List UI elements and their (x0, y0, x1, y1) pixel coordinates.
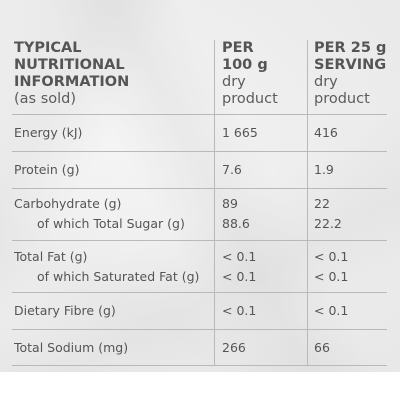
row-divider (12, 329, 387, 330)
row-divider (12, 292, 387, 293)
row-divider (12, 240, 387, 241)
row-divider (12, 151, 387, 152)
marble-background (0, 0, 400, 372)
row-label-saturated-fat: of which Saturated Fat (g) (37, 269, 200, 284)
header-line: NUTRITIONAL (14, 57, 125, 73)
value-protein-serving: 1.9 (314, 162, 334, 177)
value-dietary-fibre-serving: < 0.1 (314, 303, 349, 318)
header-line: product (222, 91, 278, 107)
header-line: dry (222, 74, 246, 90)
header-line: PER 25 g (314, 40, 387, 56)
value-saturated-fat-serving: < 0.1 (314, 269, 349, 284)
value-total-sodium-per100: 266 (222, 340, 246, 355)
header-per-serving: PER 25 g SERVING dry product (314, 40, 386, 108)
header-line: product (314, 91, 370, 107)
value-total-sodium-serving: 66 (314, 340, 330, 355)
column-divider (307, 40, 308, 365)
value-energy-per100: 1 665 (222, 125, 258, 140)
value-total-fat-per100: < 0.1 (222, 249, 257, 264)
value-saturated-fat-per100: < 0.1 (222, 269, 257, 284)
nutrition-table: TYPICAL NUTRITIONAL INFORMATION (as sold… (12, 40, 387, 366)
value-total-sugar-serving: 22.2 (314, 216, 342, 231)
value-energy-serving: 416 (314, 125, 338, 140)
row-label-total-sugar: of which Total Sugar (g) (37, 216, 185, 231)
header-line: TYPICAL (14, 40, 82, 56)
row-divider (12, 114, 387, 115)
header-line: dry (314, 74, 338, 90)
row-label-carbohydrate: Carbohydrate (g) (14, 196, 122, 211)
row-divider (12, 365, 387, 366)
row-label-energy: Energy (kJ) (14, 125, 83, 140)
value-total-sugar-per100: 88.6 (222, 216, 250, 231)
value-dietary-fibre-per100: < 0.1 (222, 303, 257, 318)
value-total-fat-serving: < 0.1 (314, 249, 349, 264)
header-per-100g: PER 100 g dry product (222, 40, 278, 108)
row-label-total-fat: Total Fat (g) (14, 249, 88, 264)
header-line: INFORMATION (14, 74, 130, 90)
header-line: PER (222, 40, 254, 56)
column-divider (214, 40, 215, 365)
header-line: 100 g (222, 57, 268, 73)
row-divider (12, 188, 387, 189)
header-nutrition-info: TYPICAL NUTRITIONAL INFORMATION (as sold… (14, 40, 129, 108)
header-line: (as sold) (14, 91, 77, 107)
row-label-dietary-fibre: Dietary Fibre (g) (14, 303, 116, 318)
value-carbohydrate-per100: 89 (222, 196, 238, 211)
value-carbohydrate-serving: 22 (314, 196, 330, 211)
value-protein-per100: 7.6 (222, 162, 242, 177)
header-line: SERVING (314, 57, 387, 73)
row-label-total-sodium: Total Sodium (mg) (14, 340, 129, 355)
row-label-protein: Protein (g) (14, 162, 80, 177)
